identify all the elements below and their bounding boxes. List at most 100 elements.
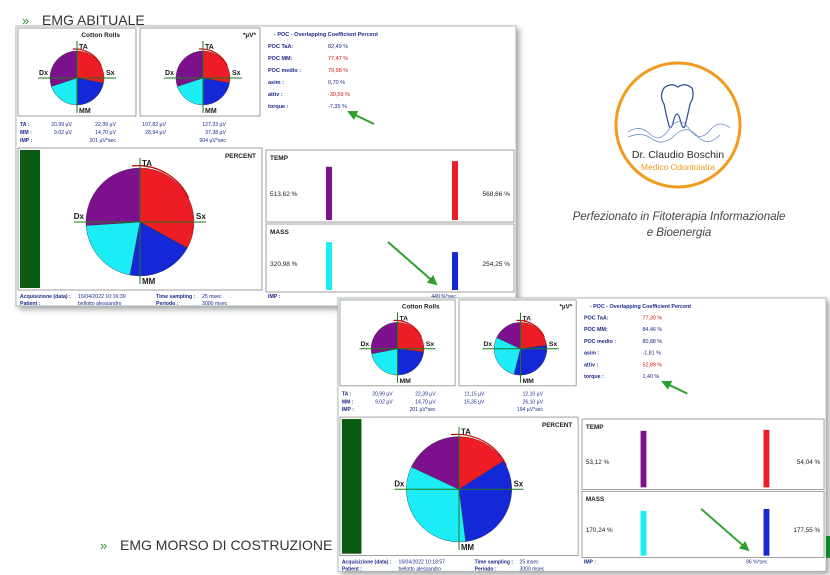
r0-val-c3-0: 107,82 µV xyxy=(142,122,166,128)
r0-percent-title: PERCENT xyxy=(225,153,256,160)
r1-val-c1-1: 9,02 µV xyxy=(375,399,393,405)
r0-poc-label-0: POC TaA: xyxy=(268,44,293,50)
r0-pie-cotton-slice-sx xyxy=(76,77,104,106)
r0-pie-percent-label-bottom: MM xyxy=(142,277,156,286)
r1-poc-value-2: 80,88 % xyxy=(643,339,663,345)
r1-poc-value-4: 52,89 % xyxy=(643,362,663,368)
r1-pie-cotton-label-top: TA xyxy=(399,315,408,322)
r1-val-c4-1: 26,10 µV xyxy=(523,399,544,405)
r0-val-c2-0: 22,39 µV xyxy=(95,122,116,128)
r0-temp-right: 568,66 % xyxy=(483,191,511,198)
r1-mass-label: MASS xyxy=(586,496,604,503)
r0-pie-cotton-label-bottom: MM xyxy=(79,108,91,115)
r1-panel-uv-title: *µV* xyxy=(559,304,572,311)
r1-pie-uv-rim-arc xyxy=(516,319,545,338)
r0-poc-value-1: 77,47 % xyxy=(328,56,348,62)
r1-val-label-0: TA : xyxy=(342,392,352,398)
r1-pie-cotton-label-left: Dx xyxy=(360,341,369,348)
r1-pie-cotton-slice-dx xyxy=(371,322,398,354)
r1-temp-bar-right xyxy=(763,429,770,488)
r1-pie-uv-label-right: Sx xyxy=(549,341,558,348)
heading-construction: EMG MORSO DI COSTRUZIONE xyxy=(120,537,332,553)
r0-val-c3-1: 28,94 µV xyxy=(145,130,166,136)
r1-val-c1-0: 20,99 µV xyxy=(372,392,393,398)
r0-imp1: 201 µV*sec xyxy=(89,138,116,144)
r1-poc-value-5: 1,40 % xyxy=(643,374,660,380)
report-habitual: Cotton Rolls TA Sx MM Dx *µV* TA Sx MM Dx - POC - … xyxy=(15,25,517,307)
r0-arrow-mass xyxy=(387,241,438,286)
r1-imp-label: IMP : xyxy=(342,407,354,413)
r1-temp-bar-left xyxy=(640,430,647,488)
r0-footer-acq-value: 16/04/2022 10:16:39 xyxy=(78,294,126,300)
r1-pie-cotton-slice-mm xyxy=(371,348,398,376)
r1-poc-value-3: -1,81 % xyxy=(643,351,662,357)
r1-footer-period-value: 3000 msec xyxy=(520,566,545,572)
r1-pie-percent-rim-arc xyxy=(451,433,507,466)
r1-poc-label-0: POC TaA: xyxy=(584,315,609,321)
r0-mass-right: 254,25 % xyxy=(483,261,511,268)
r1-percent-title: PERCENT xyxy=(542,422,572,429)
r0-pie-percent-label-left: Dx xyxy=(74,212,85,221)
r0-pie-uv-label-bottom: MM xyxy=(205,108,217,115)
r0-poc-value-2: 79,98 % xyxy=(328,68,348,74)
r1-pie-percent-label-right: Sx xyxy=(514,479,524,488)
heading-habitual: EMG ABITUALE xyxy=(42,12,145,28)
r0-pie-percent-label-top: TA xyxy=(142,159,152,168)
r1-pie-uv-label-bottom: MM xyxy=(522,378,534,385)
r0-pie-percent-slice-mm xyxy=(85,221,141,276)
r0-poc-label-5: torque : xyxy=(268,104,289,110)
r0-poc-label-1: POC MM: xyxy=(268,56,293,62)
logo: Dr. Claudio Boschin Medico Odontoiatra xyxy=(614,61,742,189)
r0-temp-bar-left xyxy=(326,166,332,220)
r0-footer-period-value: 3000 msec xyxy=(202,301,228,307)
r0-val-c1-0: 20,99 µV xyxy=(51,122,72,128)
r0-poc-label-3: asim : xyxy=(268,80,284,86)
r0-val-c1-1: 9,02 µV xyxy=(54,130,73,136)
r0-poc-title: - POC - Overlapping Coefficient Percent xyxy=(274,32,378,38)
r1-temp-label: TEMP xyxy=(586,424,604,431)
tagline-line1: Perfezionato in Fitoterapia Informaziona… xyxy=(573,211,786,223)
r0-poc-label-4: attiv : xyxy=(268,92,283,98)
r0-mass-bar-right xyxy=(452,252,458,290)
r1-imp2: 194 µV*sec xyxy=(517,407,543,413)
r1-footer-ts-value: 25 msec xyxy=(520,559,540,565)
r0-pie-uv-label-left: Dx xyxy=(165,70,174,77)
r1-pie-percent-slice-sx xyxy=(458,460,512,542)
r1-arrow-mass xyxy=(700,508,750,552)
r1-footer-period-label: Periodo : xyxy=(475,566,497,572)
r0-footer-ts-label: Time sampling : xyxy=(156,294,196,300)
r0-val-c2-1: 14,70 µV xyxy=(95,130,116,136)
r1-pie-percent-slice-dx xyxy=(411,436,460,490)
r1-poc-label-2: POC medio : xyxy=(584,339,616,345)
r0-temp-label: TEMP xyxy=(270,155,289,162)
r0-val-c4-0: 127,33 µV xyxy=(202,122,226,128)
r0-val-label-0: TA : xyxy=(20,122,30,128)
r1-panel-temp xyxy=(581,418,825,490)
r1-val-c2-1: 14,70 µV xyxy=(415,399,436,405)
r1-mass-bar-left xyxy=(640,510,647,556)
r1-pie-cotton-label-right: Sx xyxy=(426,341,435,348)
r0-mass-left: 320,98 % xyxy=(270,261,298,268)
r1-pie-uv-slice-mm xyxy=(493,337,521,375)
r0-pie-uv-rim-arc xyxy=(198,48,228,67)
report-construction: Cotton Rolls TA Sx MM Dx *µV* TA Sx MM Dx - POC - … xyxy=(337,297,827,572)
r0-pie-uv-label-right: Sx xyxy=(232,70,241,77)
r0-percent-accent-bar xyxy=(20,150,40,288)
r1-panel-cotton-title: Cotton Rolls xyxy=(402,304,440,311)
r0-val-label-1: MM : xyxy=(20,130,32,136)
r1-mass-left: 170,24 % xyxy=(586,527,613,534)
r0-pie-cotton-rim-arc xyxy=(72,48,102,67)
r1-val-label-1: MM : xyxy=(342,399,354,405)
r1-poc-label-5: torque : xyxy=(584,374,604,380)
r0-pie-uv-slice-sx xyxy=(202,77,230,106)
r0-footer-patient-value: bellotto alessandro xyxy=(78,301,122,307)
r0-imp2: 904 µV*sec xyxy=(199,138,226,144)
r0-panel-mass xyxy=(265,223,515,293)
r0-footer-acq-label: Acquisizione (data) : xyxy=(20,294,71,300)
r1-pie-uv-slice-ta xyxy=(520,322,547,349)
r0-pie-percent-label-right: Sx xyxy=(196,212,206,221)
logo-name: Dr. Claudio Boschin xyxy=(632,149,724,161)
r0-footer-ts-value: 25 msec xyxy=(202,294,222,300)
r1-val-c4-0: 12,10 µV xyxy=(523,392,544,398)
